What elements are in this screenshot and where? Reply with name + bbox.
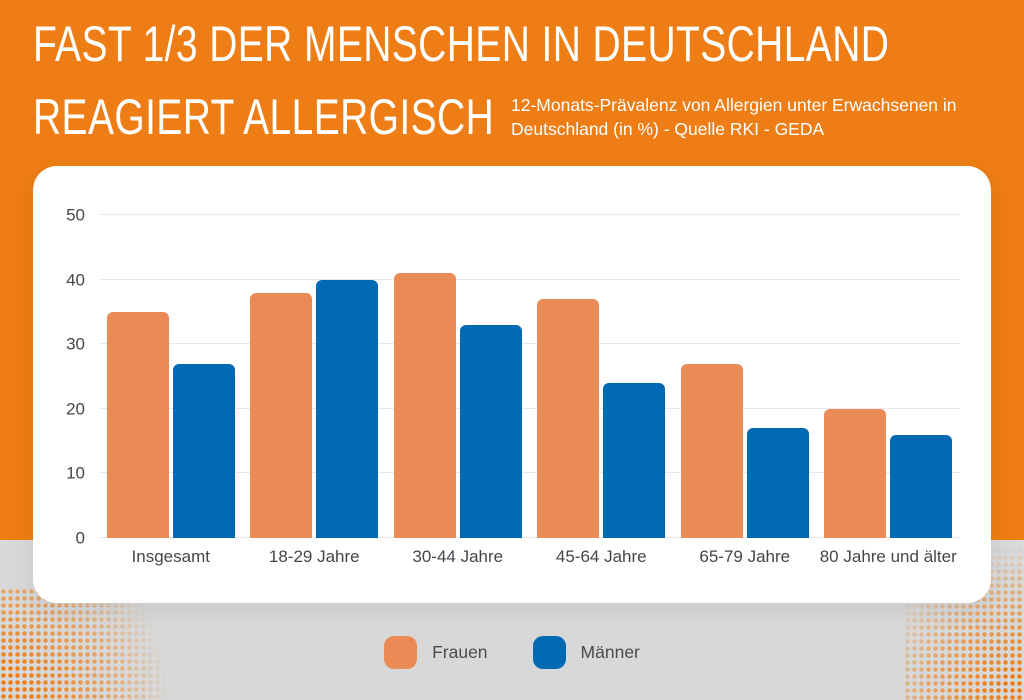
y-tick-label: 30	[66, 334, 85, 354]
gridline	[99, 472, 960, 474]
chart-card: 0 10 20 30 40 50 Insgesamt 18-29 Jahre 30-44 Ja…	[33, 166, 991, 603]
halftone-dots-left-decoration	[0, 588, 190, 700]
bar-mnner	[316, 279, 379, 538]
bar-group-45-64-jahre: 45-64 Jahre	[537, 215, 666, 566]
y-tick-label: 0	[75, 528, 85, 548]
bar-group-65-79-jahre: 65-79 Jahre	[680, 215, 809, 566]
legend-label: Frauen	[432, 642, 488, 662]
chart-subtitle: 12-Monats-Prävalenz von Allergien unter …	[511, 93, 957, 141]
y-tick-label: 40	[66, 270, 85, 290]
bar-mnner	[459, 324, 522, 538]
bar-frauen	[824, 408, 887, 538]
bar-mnner	[603, 382, 666, 538]
bar-groups-layer: Insgesamt 18-29 Jahre 30-44 Jahre 45-64 Jah…	[99, 215, 960, 566]
gridline	[99, 278, 960, 280]
chart-subtitle-line1: 12-Monats-Prävalenz von Allergien unter …	[511, 95, 957, 115]
x-axis-label: 18-29 Jahre	[268, 547, 360, 566]
page-title-line1: FAST 1/3 DER MENSCHEN IN DEUTSCHLAND	[33, 16, 890, 72]
legend-item-mnner: Männer	[532, 636, 640, 669]
gridline	[99, 343, 960, 345]
bar-frauen	[537, 298, 600, 538]
legend-swatch-frauen	[384, 636, 418, 669]
bar-mnner	[172, 363, 235, 538]
page-title-line2: REAGIERT ALLERGISCH	[33, 89, 495, 145]
x-axis-label: 80 Jahre und älter	[819, 547, 957, 566]
bar-group-insgesamt: Insgesamt	[106, 215, 235, 566]
y-axis-labels: 0 10 20 30 40 50	[33, 207, 89, 547]
gridline	[99, 214, 960, 215]
legend-label: Männer	[580, 642, 640, 662]
bar-frauen	[393, 273, 456, 538]
x-axis-label: Insgesamt	[131, 547, 210, 566]
y-tick-label: 50	[66, 205, 85, 225]
bar-group-18-29-jahre: 18-29 Jahre	[250, 215, 379, 566]
x-axis-label: 30-44 Jahre	[412, 547, 504, 566]
bar-mnner	[746, 428, 809, 538]
bar-frauen	[680, 363, 743, 538]
chart-subtitle-line2: Deutschland (in %) - Quelle RKI - GEDA	[511, 119, 825, 139]
y-tick-label: 20	[66, 399, 85, 419]
legend-item-frauen: Frauen	[384, 636, 488, 669]
bar-group-80-jahre-und-lter: 80 Jahre und älter	[820, 215, 957, 566]
gridline	[99, 407, 960, 409]
y-tick-label: 10	[66, 463, 85, 483]
bar-group-30-44-jahre: 30-44 Jahre	[393, 215, 522, 566]
gridline	[99, 537, 960, 538]
bar-frauen	[250, 292, 313, 538]
bar-mnner	[890, 434, 953, 538]
chart-legend: Frauen Männer	[0, 636, 1024, 669]
bar-frauen	[106, 311, 169, 538]
x-axis-label: 65-79 Jahre	[699, 547, 791, 566]
x-axis-label: 45-64 Jahre	[555, 547, 647, 566]
legend-swatch-mnner	[532, 636, 566, 669]
plot-area: Insgesamt 18-29 Jahre 30-44 Jahre 45-64 Jah…	[99, 214, 960, 566]
